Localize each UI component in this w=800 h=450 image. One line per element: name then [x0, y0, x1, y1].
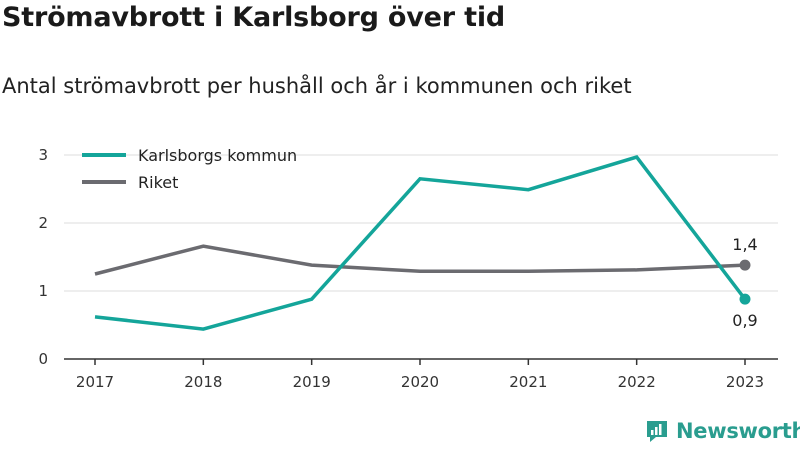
brand-logo: Newsworthy	[644, 418, 800, 444]
x-tick-label: 2023	[726, 373, 764, 391]
y-axis-ticks: 0 1 2 3	[38, 146, 48, 368]
y-tick-label: 3	[38, 146, 48, 164]
series-end-label-1: 1,4	[732, 235, 757, 254]
x-tick-label: 2019	[293, 373, 331, 391]
brand-name: Newsworthy	[676, 419, 800, 443]
chart-title: Strömavbrott i Karlsborg över tid	[2, 2, 505, 33]
chart-subtitle: Antal strömavbrott per hushåll och år i …	[2, 74, 632, 98]
legend-label-0: Karlsborgs kommun	[138, 146, 297, 165]
x-tick-label: 2018	[184, 373, 222, 391]
legend-label-1: Riket	[138, 173, 178, 192]
y-tick-label: 1	[38, 282, 48, 300]
legend: Karlsborgs kommun Riket	[82, 146, 297, 192]
y-tick-label: 2	[38, 214, 48, 232]
x-tick-label: 2021	[509, 373, 547, 391]
series-line-0	[94, 155, 747, 331]
series-lines: 0,9 1,4	[94, 155, 758, 331]
series-end-label-0: 0,9	[732, 311, 757, 330]
grid-lines	[64, 154, 778, 292]
x-axis: 2017 2018 2019 2020 2021 2022 2023	[64, 358, 778, 391]
x-tick-label: 2022	[618, 373, 656, 391]
y-tick-label: 0	[38, 350, 48, 368]
x-tick-label: 2017	[76, 373, 114, 391]
series-end-point-0	[739, 293, 751, 305]
newsworthy-logo-icon	[647, 421, 667, 442]
series-line-1	[94, 244, 746, 276]
x-tick-label: 2020	[401, 373, 439, 391]
series-end-point-1	[739, 259, 751, 271]
